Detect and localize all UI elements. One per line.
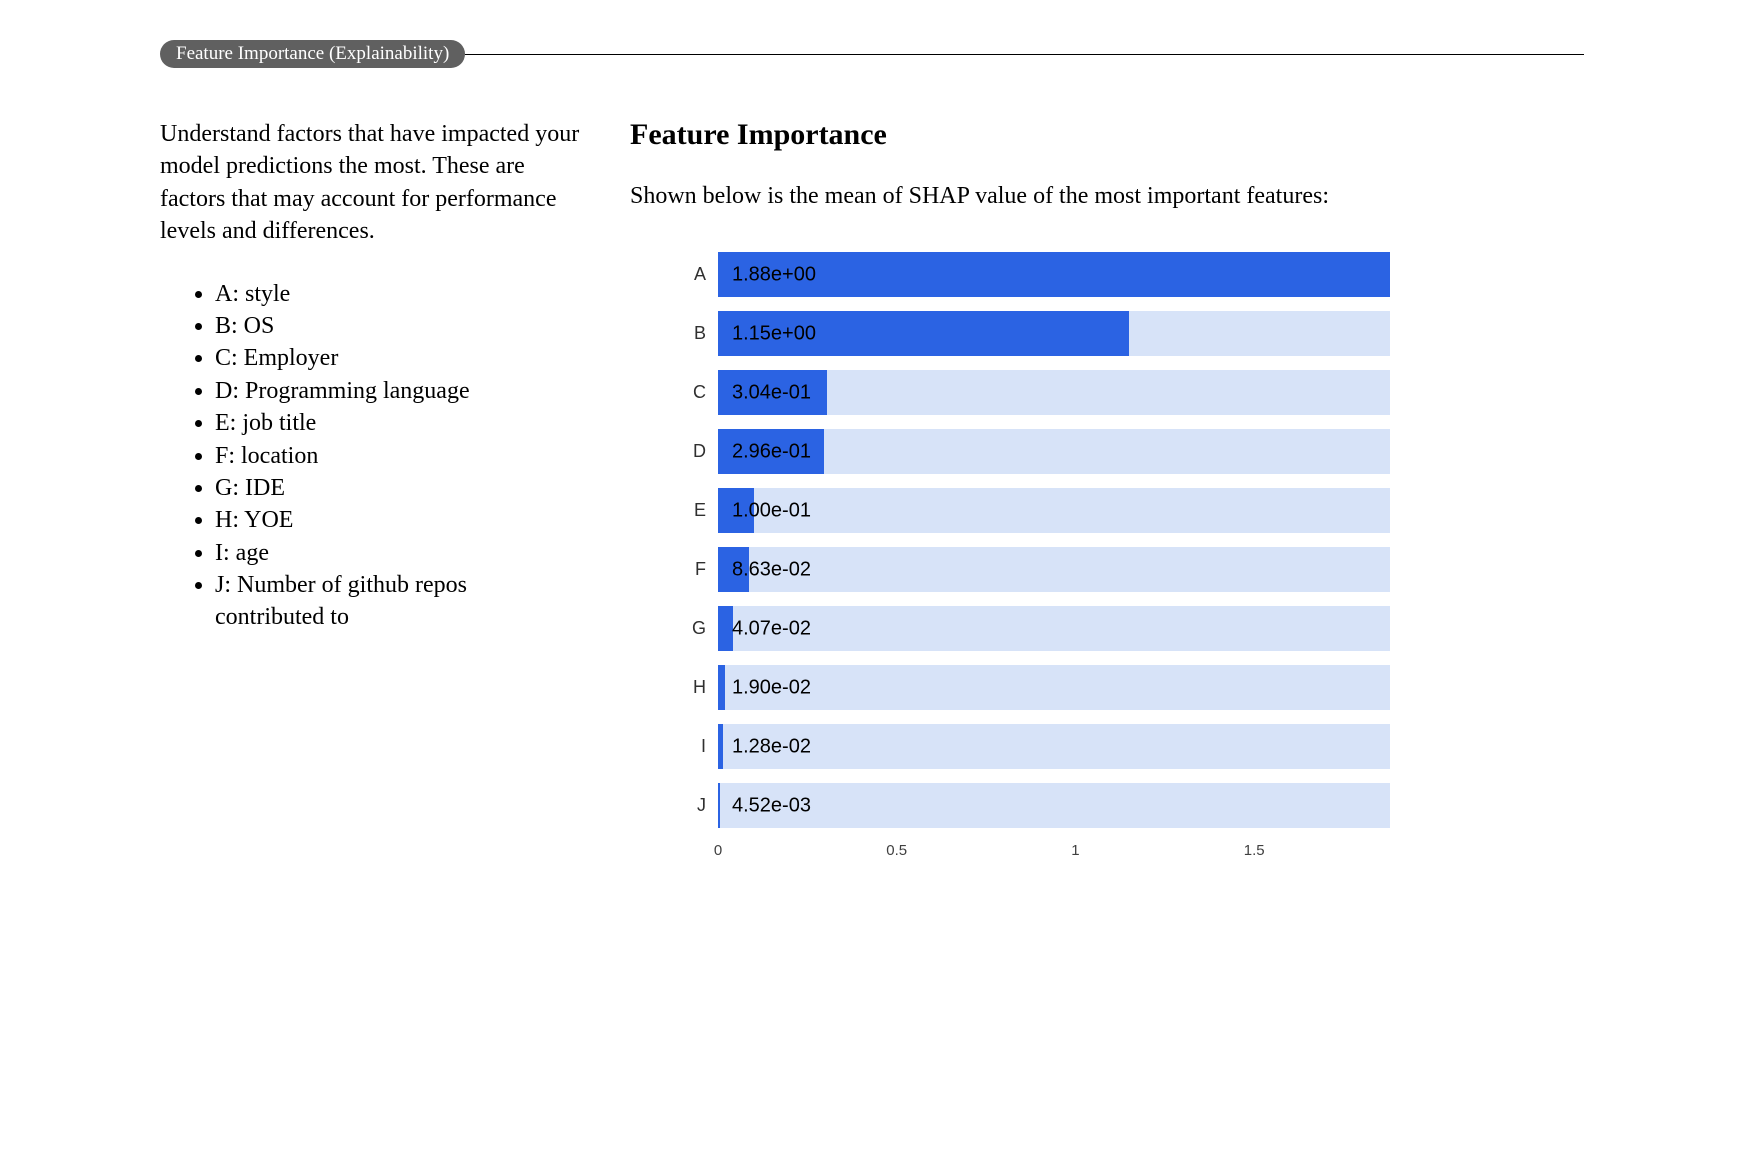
- legend-item: D: Programming language: [215, 375, 580, 407]
- bar-row: I 1.28e-02: [690, 724, 1390, 769]
- bar-value-label: 2.96e-01: [732, 440, 811, 463]
- bar-row: D 2.96e-01: [690, 429, 1390, 474]
- bar-track: 1.00e-01: [718, 488, 1390, 533]
- legend-item: F: location: [215, 440, 580, 472]
- bar-category-label: F: [690, 559, 718, 580]
- bar-track: 1.90e-02: [718, 665, 1390, 710]
- legend-item: B: OS: [215, 310, 580, 342]
- bar-background: [718, 488, 1390, 533]
- bar-category-label: E: [690, 500, 718, 521]
- bar-track: 1.15e+00: [718, 311, 1390, 356]
- bar-background: [718, 606, 1390, 651]
- bar-row: B 1.15e+00: [690, 311, 1390, 356]
- bar-category-label: H: [690, 677, 718, 698]
- bar-track: 4.07e-02: [718, 606, 1390, 651]
- legend-item: J: Number of github repos contributed to: [215, 569, 580, 634]
- chart-column: Feature Importance Shown below is the me…: [630, 118, 1584, 872]
- legend-item: A: style: [215, 278, 580, 310]
- axis-tick: 1: [1071, 842, 1079, 859]
- bar-row: E 1.00e-01: [690, 488, 1390, 533]
- legend-item: G: IDE: [215, 472, 580, 504]
- description-column: Understand factors that have impacted yo…: [160, 118, 580, 872]
- bar-background: [718, 547, 1390, 592]
- chart-title: Feature Importance: [630, 118, 1584, 152]
- bar-fill: [718, 665, 725, 710]
- section-badge: Feature Importance (Explainability): [160, 40, 465, 68]
- bar-category-label: I: [690, 736, 718, 757]
- legend-item: E: job title: [215, 407, 580, 439]
- bar-track: 1.88e+00: [718, 252, 1390, 297]
- legend-item: I: age: [215, 537, 580, 569]
- bar-row: C 3.04e-01: [690, 370, 1390, 415]
- bar-value-label: 4.52e-03: [732, 794, 811, 817]
- bar-value-label: 8.63e-02: [732, 558, 811, 581]
- bar-track: 3.04e-01: [718, 370, 1390, 415]
- bar-fill: [718, 724, 723, 769]
- bar-track: 1.28e-02: [718, 724, 1390, 769]
- axis-tick: 0: [714, 842, 722, 859]
- bar-value-label: 1.00e-01: [732, 499, 811, 522]
- chart-subtitle: Shown below is the mean of SHAP value of…: [630, 180, 1584, 212]
- bar-row: J 4.52e-03: [690, 783, 1390, 828]
- bar-fill: [718, 783, 720, 828]
- bar-background: [718, 783, 1390, 828]
- legend-item: H: YOE: [215, 504, 580, 536]
- bar-category-label: B: [690, 323, 718, 344]
- bar-track: 4.52e-03: [718, 783, 1390, 828]
- bar-row: G 4.07e-02: [690, 606, 1390, 651]
- bar-category-label: A: [690, 264, 718, 285]
- bar-track: 2.96e-01: [718, 429, 1390, 474]
- bar-row: H 1.90e-02: [690, 665, 1390, 710]
- bar-background: [718, 665, 1390, 710]
- bar-value-label: 4.07e-02: [732, 617, 811, 640]
- axis-tick: 0.5: [886, 842, 907, 859]
- section-divider: [465, 54, 1584, 55]
- bar-category-label: G: [690, 618, 718, 639]
- chart-x-axis: 00.511.5: [718, 842, 1390, 872]
- feature-importance-chart: A 1.88e+00 B 1.15e+00 C 3.04e-01 D 2.96e-01 E 1.0…: [690, 252, 1390, 828]
- bar-category-label: D: [690, 441, 718, 462]
- bar-fill: [718, 606, 733, 651]
- bar-row: A 1.88e+00: [690, 252, 1390, 297]
- legend-item: C: Employer: [215, 342, 580, 374]
- bar-track: 8.63e-02: [718, 547, 1390, 592]
- bar-value-label: 1.15e+00: [732, 322, 816, 345]
- bar-row: F 8.63e-02: [690, 547, 1390, 592]
- legend-list: A: styleB: OSC: EmployerD: Programming l…: [160, 278, 580, 634]
- intro-text: Understand factors that have impacted yo…: [160, 118, 580, 248]
- bar-value-label: 3.04e-01: [732, 381, 811, 404]
- section-header: Feature Importance (Explainability): [160, 40, 1584, 68]
- axis-tick: 1.5: [1244, 842, 1265, 859]
- bar-category-label: C: [690, 382, 718, 403]
- bar-value-label: 1.28e-02: [732, 735, 811, 758]
- bar-value-label: 1.90e-02: [732, 676, 811, 699]
- bar-background: [718, 724, 1390, 769]
- bar-category-label: J: [690, 795, 718, 816]
- bar-fill: [718, 252, 1390, 297]
- bar-value-label: 1.88e+00: [732, 263, 816, 286]
